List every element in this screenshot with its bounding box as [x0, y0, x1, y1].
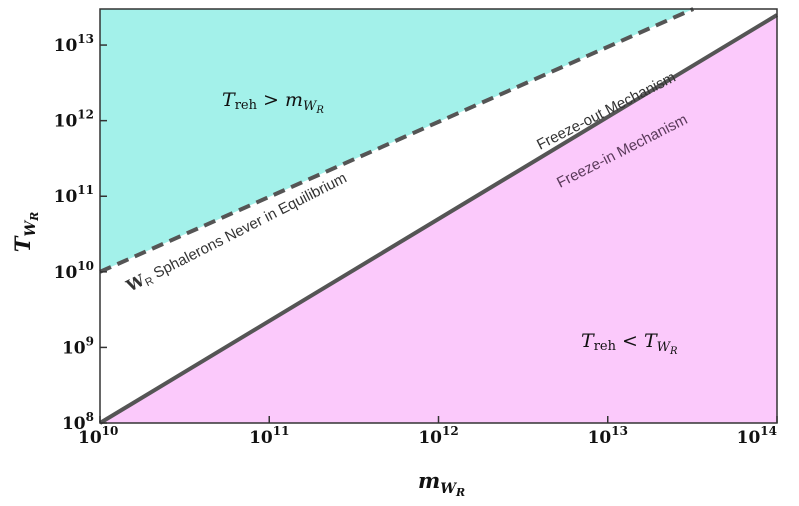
- x-axis-label-sub: W: [440, 481, 457, 497]
- y-tick-exp: 8: [86, 410, 94, 424]
- y-tick-exp: 10: [77, 259, 94, 273]
- y-tick-base: 10: [62, 414, 86, 434]
- lower-region-label-sub: reh: [594, 339, 617, 354]
- x-tick-label: 1012: [418, 424, 458, 448]
- x-tick-exp: 10: [102, 424, 119, 438]
- x-tick-exp: 11: [273, 424, 290, 438]
- lower-region-label-rhs-sub: W: [657, 340, 672, 355]
- x-tick-exp: 14: [760, 424, 777, 438]
- x-tick-label: 1014: [737, 424, 777, 448]
- lower-region-label-op: <: [616, 330, 644, 352]
- x-tick-base: 10: [78, 428, 102, 448]
- lower-region-label: Treh < TWR: [581, 330, 678, 357]
- upper-region-label-sub: reh: [235, 98, 258, 113]
- x-tick-label: 1011: [249, 424, 289, 448]
- x-tick-base: 10: [249, 428, 273, 448]
- y-axis-label: TWR: [10, 212, 41, 253]
- y-tick-base: 10: [54, 263, 78, 283]
- boundary-lines: [98, 7, 779, 425]
- y-tick-label: 1011: [54, 183, 94, 207]
- y-tick-label: 109: [62, 334, 94, 358]
- y-tick-base: 10: [62, 338, 86, 358]
- lower-region-label-rhs-subsub: R: [669, 346, 678, 357]
- x-tick-exp: 12: [442, 424, 459, 438]
- y-tick-label: 1012: [54, 108, 94, 132]
- lower-region-label-main: T: [581, 330, 595, 352]
- x-tick-label: 1013: [588, 424, 628, 448]
- y-tick-base: 10: [54, 112, 78, 132]
- solid-boundary-line: [98, 13, 779, 425]
- x-tick-exp: 13: [611, 424, 628, 438]
- x-tick-base: 10: [737, 428, 761, 448]
- y-tick-base: 10: [54, 36, 78, 56]
- x-tick-label: 1010: [78, 424, 118, 448]
- y-axis-label-subsub: R: [28, 212, 41, 222]
- y-axis-label-sub: W: [23, 220, 39, 237]
- upper-region-label-rhs-sub: W: [303, 99, 318, 114]
- y-tick-exp: 11: [77, 183, 94, 197]
- x-axis-label-main: m: [418, 468, 440, 493]
- lower-region-label-rhs: T: [644, 330, 658, 352]
- x-tick-base: 10: [588, 428, 612, 448]
- upper-region-label: Treh > mWR: [222, 89, 324, 116]
- y-tick-exp: 12: [77, 108, 94, 122]
- upper-region-label-rhs-subsub: R: [315, 105, 324, 116]
- y-tick-label: 1013: [54, 32, 94, 56]
- y-tick-exp: 9: [86, 334, 94, 348]
- dashed-boundary-line: [99, 7, 695, 274]
- upper-region-label-main: T: [222, 89, 236, 111]
- x-axis-ticks: 1010 1011 1012 1013 1014: [78, 416, 778, 448]
- y-tick-label: 108: [62, 410, 94, 434]
- y-axis-label-main: T: [10, 235, 35, 252]
- x-axis-label-subsub: R: [455, 486, 465, 499]
- upper-region-label-rhs: m: [285, 89, 303, 111]
- y-tick-label: 1010: [54, 259, 94, 283]
- y-tick-exp: 13: [77, 32, 94, 46]
- x-axis-label: mWR: [418, 468, 465, 499]
- x-tick-base: 10: [418, 428, 442, 448]
- upper-region-label-op: >: [257, 89, 285, 111]
- y-tick-base: 10: [54, 187, 78, 207]
